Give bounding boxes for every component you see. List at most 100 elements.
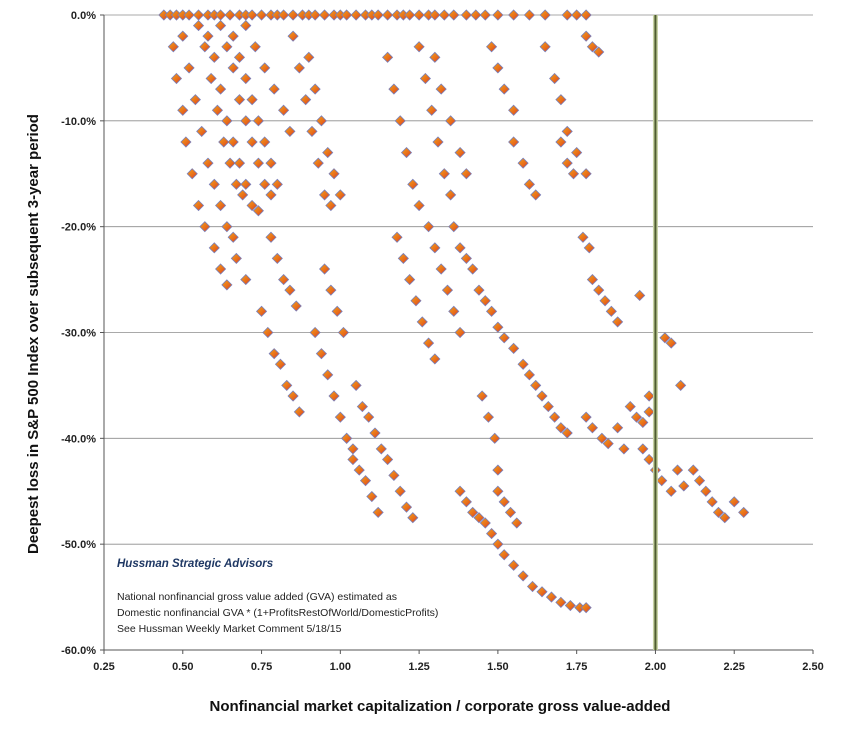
data-point	[167, 41, 179, 53]
data-point	[536, 586, 548, 598]
data-point	[526, 580, 539, 593]
data-point	[319, 263, 331, 275]
data-point	[271, 178, 283, 190]
data-point	[448, 221, 460, 233]
data-point	[504, 506, 517, 518]
data-point	[246, 94, 258, 106]
data-point	[369, 427, 381, 439]
data-point	[287, 9, 299, 21]
data-point	[278, 9, 290, 21]
data-point	[413, 199, 425, 212]
data-point	[561, 9, 573, 21]
data-point	[583, 242, 595, 254]
data-point	[618, 443, 630, 455]
data-point	[738, 506, 750, 518]
data-point	[479, 295, 491, 307]
data-point	[637, 443, 649, 455]
data-point	[460, 252, 472, 264]
data-point	[233, 51, 246, 63]
data-point	[240, 72, 252, 85]
data-point	[240, 178, 252, 190]
x-tick-label: 1.50	[487, 661, 508, 673]
data-point	[246, 199, 258, 212]
data-point	[498, 496, 510, 508]
data-point	[517, 570, 529, 582]
x-tick-label: 1.75	[566, 661, 587, 673]
data-point	[687, 464, 699, 476]
data-point	[347, 453, 359, 466]
x-tick-label: 0.50	[172, 661, 193, 673]
data-point	[498, 83, 510, 95]
data-point	[492, 485, 504, 497]
data-point	[382, 9, 394, 21]
data-point	[382, 51, 394, 63]
data-points	[158, 9, 750, 614]
annotation-line-3: See Hussman Weekly Market Comment 5/18/1…	[117, 623, 342, 635]
data-point	[325, 199, 337, 212]
data-point	[508, 9, 520, 21]
data-point	[199, 221, 211, 233]
data-point	[221, 41, 233, 53]
data-point	[460, 168, 472, 180]
data-point	[460, 496, 472, 508]
data-point	[287, 30, 299, 42]
data-point	[564, 599, 576, 612]
data-point	[397, 252, 409, 264]
data-point	[549, 411, 561, 423]
data-point	[470, 9, 482, 21]
data-point	[221, 221, 233, 233]
data-point	[555, 422, 567, 434]
data-point	[561, 125, 573, 137]
data-point	[630, 411, 643, 423]
data-point	[476, 390, 488, 402]
data-point	[460, 9, 472, 21]
data-point	[300, 94, 312, 106]
data-point	[189, 94, 201, 106]
annotation-box: Hussman Strategic Advisors National nonf…	[117, 558, 438, 635]
y-tick-label: -30.0%	[61, 328, 96, 340]
data-point	[312, 157, 324, 169]
data-point	[523, 178, 535, 190]
data-point	[215, 83, 227, 95]
data-point	[278, 104, 290, 116]
data-point	[215, 9, 227, 21]
data-point	[325, 284, 337, 296]
y-tick-label: 0.0%	[71, 10, 96, 22]
data-point	[454, 242, 466, 254]
data-point	[422, 221, 435, 233]
x-axis-title: Nonfinancial market capitalization / cor…	[210, 698, 671, 715]
data-point	[252, 115, 264, 127]
data-point	[192, 20, 205, 32]
data-point	[192, 199, 205, 212]
y-tick-label: -50.0%	[61, 539, 96, 551]
data-point	[678, 480, 690, 492]
data-point	[435, 83, 447, 95]
data-point	[215, 263, 227, 275]
data-point	[467, 506, 479, 518]
data-point	[479, 9, 491, 21]
data-point	[671, 464, 684, 476]
x-tick-label: 2.50	[802, 661, 823, 673]
data-point	[388, 83, 400, 95]
data-point	[394, 485, 406, 497]
data-point	[530, 189, 542, 201]
data-point	[221, 279, 233, 291]
data-point	[659, 332, 671, 344]
data-point	[208, 178, 220, 190]
data-point	[265, 157, 277, 169]
data-point	[315, 115, 327, 127]
data-point	[227, 30, 239, 42]
data-point	[227, 136, 239, 148]
data-point	[486, 41, 498, 53]
data-point	[205, 72, 217, 85]
data-point	[400, 501, 413, 513]
data-point	[350, 9, 362, 21]
data-point	[467, 263, 479, 275]
y-tick-label: -10.0%	[61, 116, 96, 128]
data-point	[580, 411, 592, 423]
data-point	[265, 231, 277, 243]
data-point	[523, 9, 535, 21]
data-point	[422, 337, 435, 349]
data-point	[545, 591, 558, 603]
